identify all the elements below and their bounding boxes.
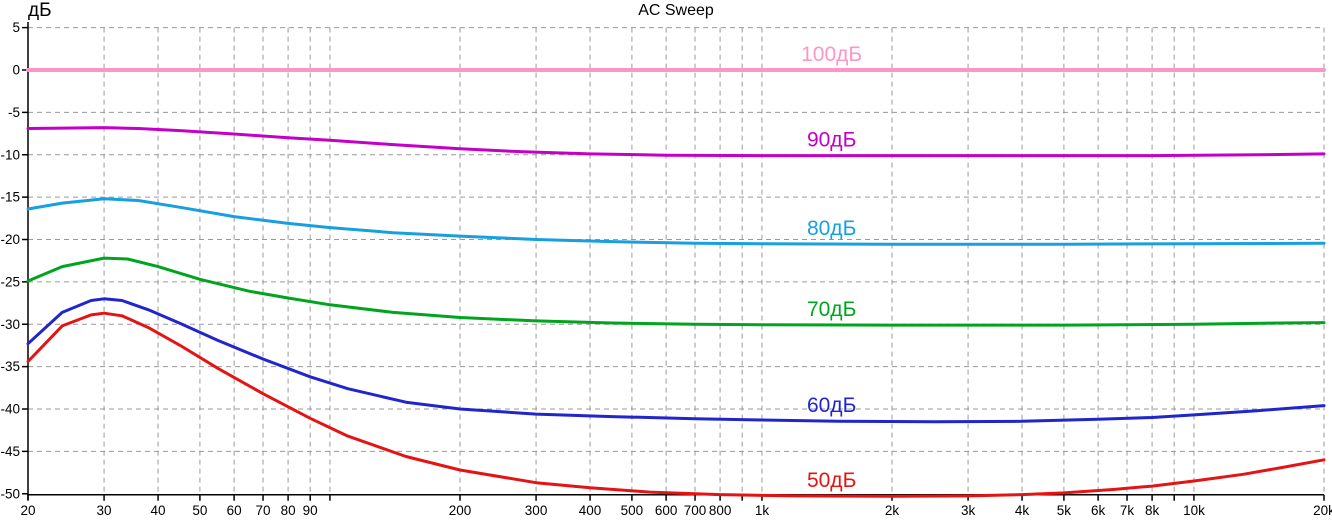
x-tick-label: 30	[97, 503, 112, 518]
x-tick-label: 600	[655, 503, 678, 518]
curve-label-80dB: 80дБ	[807, 217, 856, 240]
y-axis-title: дБ	[28, 0, 52, 21]
curve-label-60dB: 60дБ	[807, 394, 856, 417]
y-tick-label: -5	[8, 105, 20, 120]
x-tick-label: 4k	[1015, 503, 1030, 518]
x-tick-label: 5k	[1057, 503, 1072, 518]
x-tick-label: 40	[151, 503, 166, 518]
x-tick-label: 2k	[885, 503, 900, 518]
curve-80dB	[26, 197, 1326, 246]
x-tick-label: 8k	[1145, 503, 1160, 518]
y-tick-label: -30	[0, 317, 20, 332]
x-tick-label: 6k	[1091, 503, 1106, 518]
x-tick-label: 3k	[961, 503, 976, 518]
curve-60dB	[26, 297, 1326, 424]
x-tick-label: 60	[227, 503, 242, 518]
x-tick-label: 80	[281, 503, 296, 518]
x-tick-label: 10k	[1183, 503, 1205, 518]
x-tick-label: 500	[621, 503, 644, 518]
y-tick-label: -15	[0, 190, 20, 205]
x-tick-label: 70	[256, 503, 271, 518]
curve-label-50dB: 50дБ	[807, 469, 856, 492]
x-tick-label: 1k	[755, 503, 770, 518]
curve-label-90dB: 90дБ	[807, 129, 856, 152]
curve-label-100dB: 100дБ	[801, 43, 862, 66]
x-tick-label: 300	[525, 503, 548, 518]
y-tick-label: -45	[0, 444, 20, 459]
x-tick-label: 700	[684, 503, 707, 518]
y-tick-label: 5	[12, 20, 20, 35]
y-tick-label: 0	[12, 63, 20, 78]
curve-label-70dB: 70дБ	[807, 298, 856, 321]
curve-90dB	[26, 126, 1326, 158]
y-tick-label: -40	[0, 402, 20, 417]
curve-70dB	[26, 256, 1326, 327]
y-tick-label: -50	[0, 486, 20, 501]
y-tick-label: -10	[0, 147, 20, 162]
x-tick-label: 400	[579, 503, 602, 518]
y-tick-label: -25	[0, 274, 20, 289]
curve-50dB	[26, 311, 1326, 498]
x-tick-label: 800	[709, 503, 732, 518]
x-tick-label: 20	[20, 503, 35, 518]
y-tick-label: -20	[0, 232, 20, 247]
chart-title: AC Sweep	[638, 2, 714, 19]
y-tick-label: -35	[0, 359, 20, 374]
x-tick-label: 200	[449, 503, 472, 518]
x-tick-label: 20k	[1313, 503, 1332, 518]
x-tick-label: 50	[192, 503, 207, 518]
x-tick-label: 90	[303, 503, 318, 518]
x-tick-label: 7k	[1120, 503, 1135, 518]
